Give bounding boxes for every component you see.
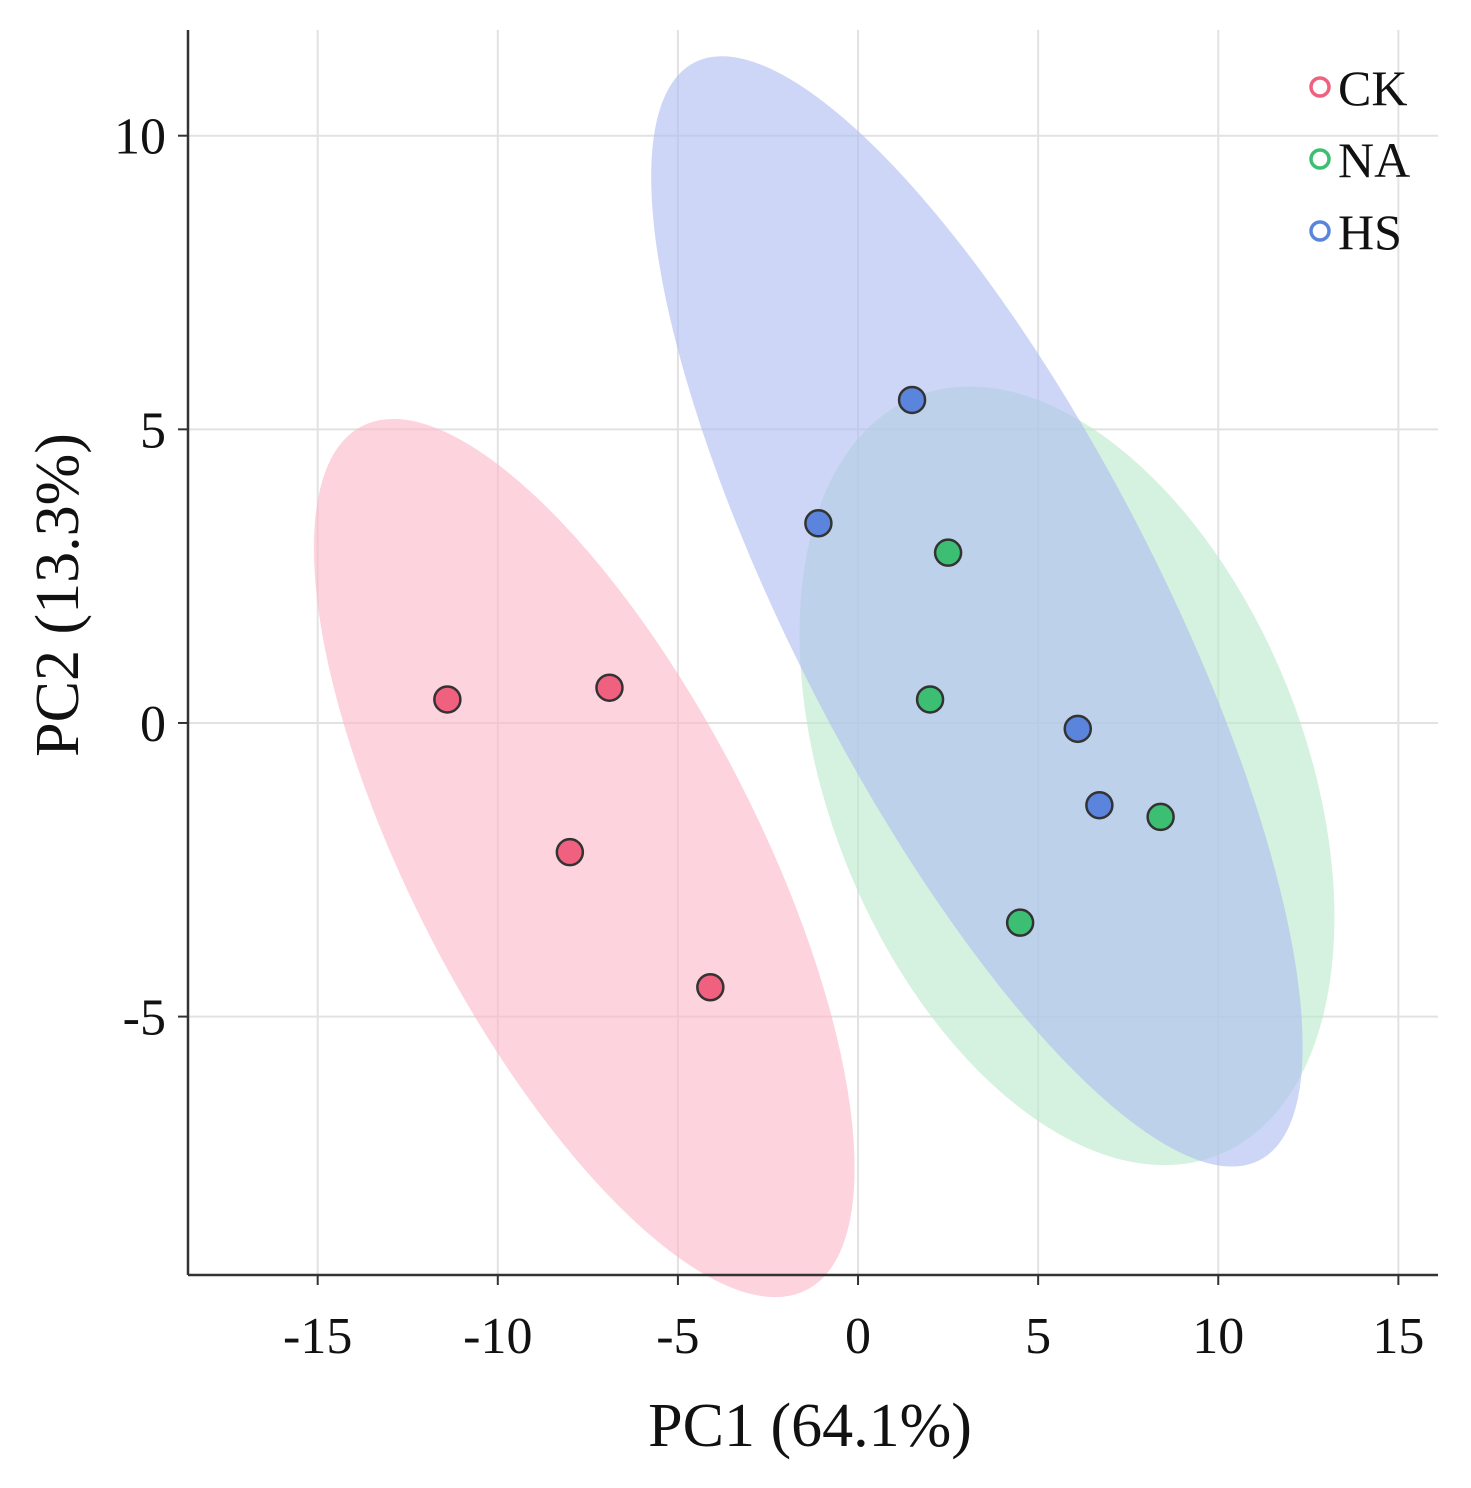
y-tick-label: 0 [140, 696, 166, 753]
x-tick-label: -5 [656, 1308, 699, 1365]
legend-label-na: NA [1338, 132, 1410, 188]
point-hs [804, 509, 833, 538]
point-na [933, 538, 963, 567]
data-points [433, 385, 1175, 1002]
point-ck [595, 673, 624, 702]
confidence-ellipses [313, 56, 1335, 1298]
confidence-ellipse-hs [651, 56, 1303, 1167]
legend-marker-na [1309, 148, 1331, 170]
point-na [915, 685, 945, 714]
axes: -15 -10 -5 0 5 10 15 -5 0 5 10 [114, 30, 1438, 1365]
y-tick-label: -5 [123, 990, 166, 1047]
point-hs [1085, 790, 1114, 820]
confidence-ellipse-ck [313, 418, 855, 1298]
point-ck [696, 972, 725, 1002]
point-ck [555, 837, 585, 867]
y-axis-label: PC2 (13.3%) [24, 433, 92, 757]
legend: CK NA HS [1309, 60, 1410, 260]
x-tick-label: 10 [1192, 1308, 1244, 1365]
point-na [1146, 802, 1175, 832]
point-na [1005, 908, 1035, 937]
x-tick-label: -15 [283, 1308, 352, 1365]
legend-marker-ck [1309, 76, 1331, 98]
x-tick-label: 5 [1025, 1308, 1051, 1365]
legend-label-ck: CK [1338, 60, 1407, 116]
x-tick-label: 15 [1372, 1308, 1424, 1365]
y-tick-label: 10 [114, 109, 166, 166]
x-axis-label: PC1 (64.1%) [648, 1392, 972, 1460]
point-ck [433, 685, 462, 714]
x-tick-label: -10 [463, 1308, 532, 1365]
x-tick-label: 0 [845, 1308, 871, 1365]
point-hs [897, 385, 927, 415]
legend-label-hs: HS [1338, 204, 1402, 260]
y-tick-label: 5 [140, 402, 166, 459]
legend-marker-hs [1309, 220, 1331, 242]
point-hs [1063, 714, 1093, 744]
